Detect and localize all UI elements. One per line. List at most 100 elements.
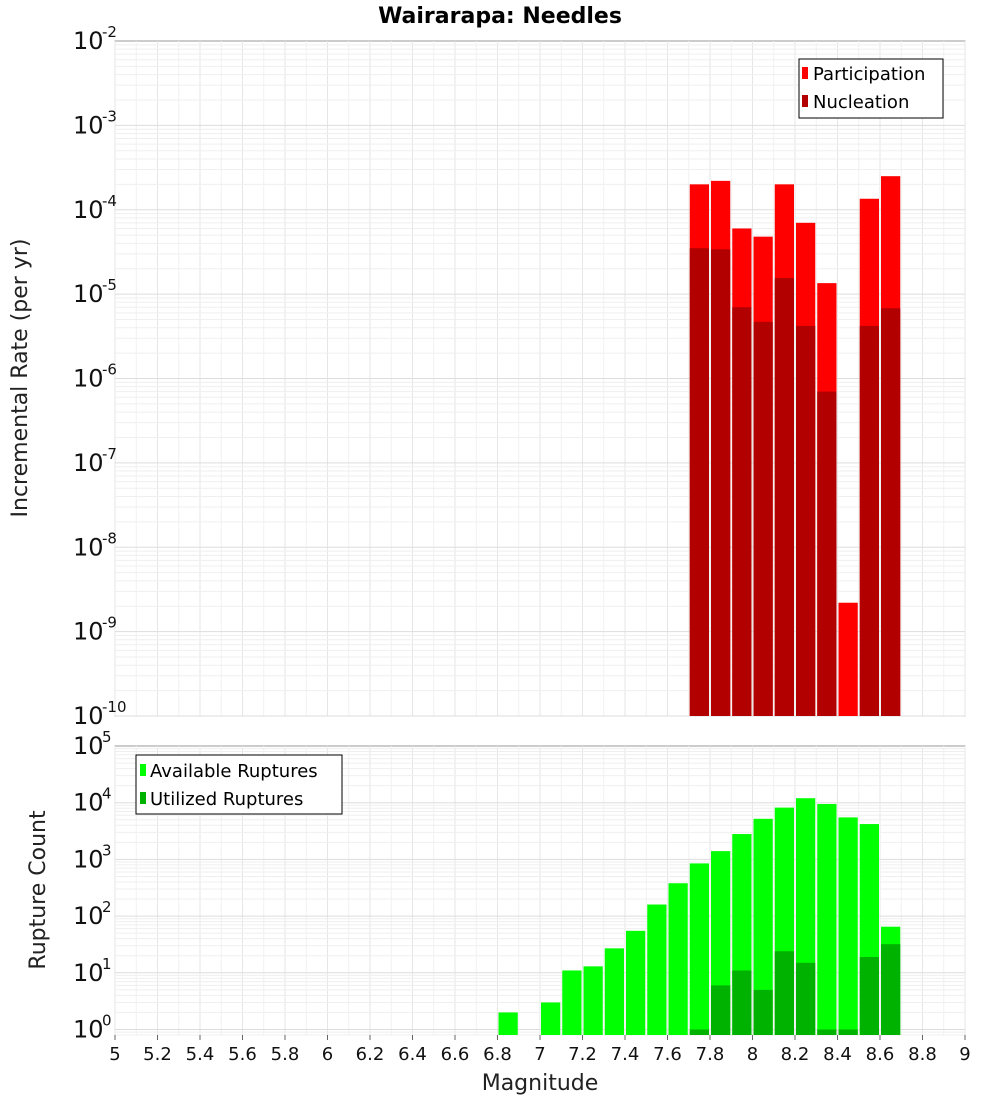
- count-bar-series2: [753, 989, 773, 1035]
- x-axis-label: Magnitude: [482, 1071, 599, 1096]
- count-y-tick-exponent: 5: [102, 728, 112, 746]
- rate-y-tick-base: 10: [73, 702, 104, 730]
- rate-y-axis-label: Incremental Rate (per yr): [8, 239, 33, 518]
- x-tick-label: 8.6: [866, 1044, 895, 1065]
- count-bar-series2: [796, 962, 816, 1035]
- x-tick-label: 6.2: [356, 1044, 385, 1065]
- x-tick-label: 5.6: [228, 1044, 257, 1065]
- count-bar-series1: [838, 817, 858, 1035]
- count-y-tick-exponent: 1: [102, 955, 112, 973]
- rate-y-tick-base: 10: [73, 533, 104, 561]
- rate-bars: [689, 176, 901, 717]
- rate-bar-series2: [732, 307, 752, 716]
- rate-y-tick-exponent: -10: [102, 698, 127, 716]
- count-bar-series1: [668, 883, 688, 1035]
- count-bar-series1: [583, 966, 603, 1035]
- rate-bar-series2: [817, 391, 837, 716]
- count-y-tick-base: 10: [73, 789, 104, 817]
- rate-bar-series2: [859, 325, 879, 716]
- rate-bar-series2: [796, 325, 816, 716]
- rate-y-tick-exponent: -7: [102, 445, 117, 463]
- count-bar-series1: [753, 818, 773, 1035]
- available-legend-swatch: [140, 764, 146, 776]
- rate-y-tick-exponent: -3: [102, 107, 117, 125]
- rate-y-tick-exponent: -8: [102, 529, 117, 547]
- x-tick-label: 7.8: [696, 1044, 725, 1065]
- count-bar-series2: [838, 1029, 858, 1035]
- count-bar-series1: [562, 970, 582, 1035]
- count-y-tick-base: 10: [73, 1016, 104, 1044]
- count-bar-series2: [732, 970, 752, 1035]
- x-tick-label: 7.6: [653, 1044, 682, 1065]
- rate-y-tick-exponent: -6: [102, 361, 117, 379]
- x-tick-label: 7.4: [611, 1044, 640, 1065]
- rate-y-tick-exponent: -9: [102, 614, 117, 632]
- x-tick-label: 8.2: [781, 1044, 810, 1065]
- count-y-axis-label: Rupture Count: [26, 810, 51, 970]
- participation-legend-swatch: [802, 67, 808, 79]
- rate-y-tick-base: 10: [73, 280, 104, 308]
- count-legend: Available Ruptures Utilized Ruptures: [135, 754, 343, 815]
- utilized-legend-swatch: [140, 792, 146, 804]
- rate-bar-series2: [689, 248, 709, 717]
- rate-y-tick-exponent: -4: [102, 192, 117, 210]
- rate-y-tick-base: 10: [73, 196, 104, 224]
- rate-legend-box: [798, 58, 944, 119]
- rate-y-tick-base: 10: [73, 618, 104, 646]
- count-y-tick-base: 10: [73, 902, 104, 930]
- rate-y-tick-base: 10: [73, 365, 104, 393]
- x-tick-label: 7.2: [568, 1044, 597, 1065]
- x-tick-label: 6: [322, 1044, 333, 1065]
- available-legend-label: Available Ruptures: [150, 761, 318, 782]
- utilized-legend-label: Utilized Ruptures: [150, 789, 303, 810]
- count-y-tick-exponent: 0: [102, 1012, 112, 1030]
- rate-y-tick-exponent: -2: [102, 23, 117, 41]
- count-y-tick-exponent: 3: [102, 841, 112, 859]
- count-bar-series1: [689, 863, 709, 1035]
- count-bar-series2: [711, 985, 731, 1035]
- x-tick-label: 5.2: [143, 1044, 172, 1065]
- count-bar-series2: [881, 944, 901, 1035]
- rate-legend: Participation Nucleation: [798, 58, 944, 119]
- rate-y-tick-base: 10: [73, 111, 104, 139]
- count-bars: [498, 798, 901, 1035]
- x-tick-label: 8.4: [823, 1044, 852, 1065]
- count-y-tick-base: 10: [73, 845, 104, 873]
- x-tick-label: 8.8: [908, 1044, 937, 1065]
- count-bar-series1: [498, 1012, 518, 1035]
- count-bar-series1: [541, 1002, 561, 1035]
- rate-bar-series2: [753, 321, 773, 716]
- magnitude-x-ticks: 5 5.2 5.4 5.6 5.8 6 6.2 6.4 6.6 6.8 7 7.2 7.4 7.6 7.8 8…: [109, 1035, 971, 1065]
- count-bar-series1: [604, 948, 624, 1035]
- count-y-tick-exponent: 2: [102, 898, 112, 916]
- rate-y-tick-base: 10: [73, 27, 104, 55]
- count-bar-series2: [689, 1029, 709, 1035]
- rate-bar-series2: [711, 249, 731, 716]
- rate-grid: [114, 41, 966, 717]
- count-y-tick-base: 10: [73, 959, 104, 987]
- x-tick-label: 6.8: [483, 1044, 512, 1065]
- x-tick-label: 6.6: [441, 1044, 470, 1065]
- x-tick-label: 5: [109, 1044, 120, 1065]
- x-tick-label: 5.4: [186, 1044, 215, 1065]
- participation-legend-label: Participation: [813, 64, 925, 85]
- nucleation-legend-label: Nucleation: [813, 92, 909, 113]
- count-bar-series1: [647, 904, 667, 1035]
- rate-bar-series2: [881, 308, 901, 716]
- x-tick-label: 5.8: [271, 1044, 300, 1065]
- count-bar-series1: [626, 930, 646, 1035]
- x-tick-label: 6.4: [398, 1044, 427, 1065]
- count-y-tick-exponent: 4: [102, 785, 112, 803]
- count-bar-series2: [817, 1029, 837, 1035]
- rate-bar-series2: [774, 278, 794, 716]
- rate-y-tick-base: 10: [73, 449, 104, 477]
- count-bar-series2: [859, 956, 879, 1035]
- x-tick-label: 9: [959, 1044, 970, 1065]
- x-tick-label: 7: [534, 1044, 545, 1065]
- count-bar-series2: [774, 951, 794, 1035]
